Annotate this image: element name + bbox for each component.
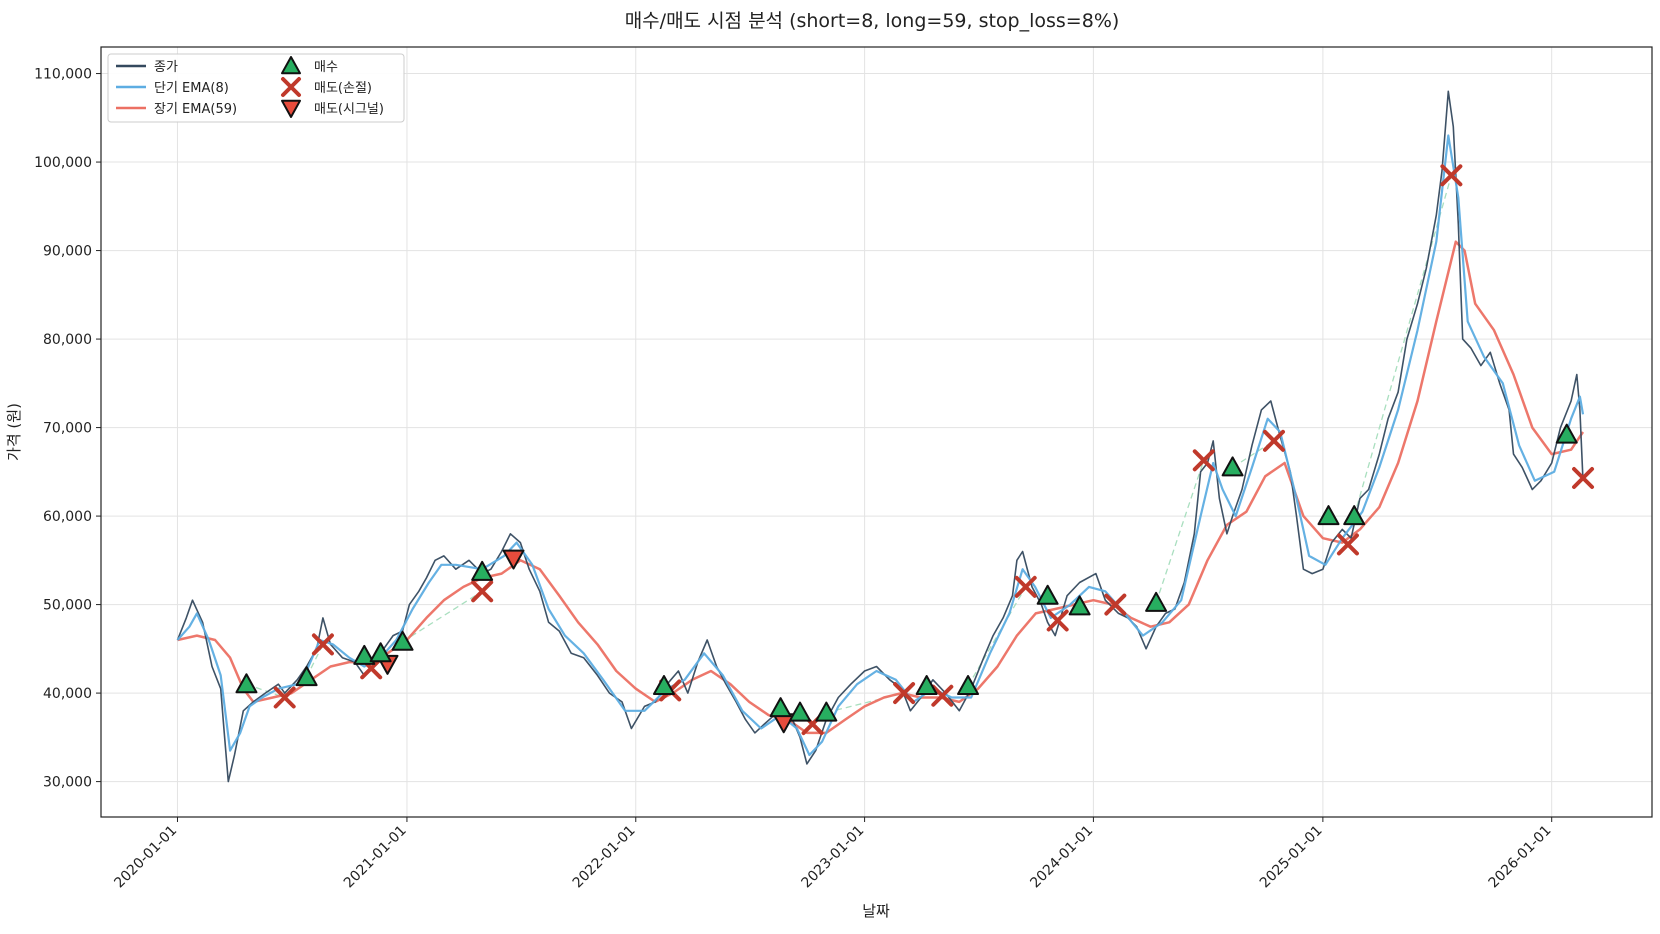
buy-marker xyxy=(1221,456,1244,477)
x-tick-label: 2024-01-01 xyxy=(1027,823,1096,892)
legend-label: 매도(손절) xyxy=(314,81,372,96)
buy-marker xyxy=(789,701,812,722)
plot-frame xyxy=(100,46,1653,818)
buy-marker xyxy=(1343,505,1366,526)
x-tick-label: 2023-01-01 xyxy=(799,823,868,892)
stop-loss-marker xyxy=(931,684,954,707)
buy-marker xyxy=(353,644,376,665)
legend-item: 종가 xyxy=(116,60,178,75)
buy-marker xyxy=(957,675,980,696)
stop-loss-marker xyxy=(1262,429,1285,452)
buy-marker xyxy=(471,560,494,581)
x-tick-label: 2020-01-01 xyxy=(111,823,180,892)
legend-swatch xyxy=(281,56,301,75)
y-tick-label: 30,000 xyxy=(43,775,92,791)
buy-marker xyxy=(1036,584,1059,605)
trade-link xyxy=(826,692,905,714)
y-tick-label: 60,000 xyxy=(43,509,92,525)
y-axis-label: 가격 (원) xyxy=(5,403,23,461)
legend-item: 매도(시그널) xyxy=(281,99,384,118)
buy-marker xyxy=(815,701,838,722)
legend-item: 단기 EMA(8) xyxy=(116,81,229,96)
buy-marker xyxy=(235,673,258,694)
chart-title: 매수/매도 시점 분석 (short=8, long=59, stop_loss… xyxy=(625,10,1120,32)
stop-loss-marker xyxy=(1104,593,1127,616)
legend-item: 매도(손절) xyxy=(281,77,372,97)
y-tick-label: 70,000 xyxy=(43,421,92,437)
buy-marker xyxy=(1317,505,1340,526)
legend-label: 장기 EMA(59) xyxy=(154,102,237,117)
y-tick-label: 100,000 xyxy=(34,155,92,171)
buy-marker xyxy=(915,675,938,696)
stop-loss-marker xyxy=(1336,533,1359,556)
legend-item: 매수 xyxy=(281,56,338,75)
stop-loss-marker xyxy=(471,580,494,603)
legend-label: 단기 EMA(8) xyxy=(154,81,229,96)
stop-loss-marker xyxy=(893,682,916,705)
legend-box xyxy=(107,53,405,123)
buy-marker xyxy=(1068,595,1091,616)
marker-layer xyxy=(235,164,1595,736)
legend-swatch xyxy=(281,77,301,97)
sell-signal-marker xyxy=(502,549,525,570)
y-tick-label: 40,000 xyxy=(43,686,92,702)
x-tick-label: 2025-01-01 xyxy=(1257,823,1326,892)
stop-loss-marker xyxy=(1440,164,1463,187)
stop-loss-marker xyxy=(1014,575,1037,598)
trade-link xyxy=(1155,460,1205,604)
y-tick-label: 110,000 xyxy=(34,67,92,83)
buy-marker xyxy=(391,630,414,651)
x-tick-label: 2021-01-01 xyxy=(341,823,410,892)
buy-marker xyxy=(369,642,392,663)
legend-label: 매도(시그널) xyxy=(314,102,384,117)
stop-loss-marker xyxy=(311,633,334,656)
legend-label: 매수 xyxy=(314,60,338,75)
legend-item: 장기 EMA(59) xyxy=(116,102,237,117)
buy-marker xyxy=(295,666,318,687)
y-tick-label: 50,000 xyxy=(43,598,92,614)
plot-background xyxy=(101,47,1652,817)
trade-link xyxy=(402,590,483,643)
stop-loss-marker xyxy=(1572,467,1595,490)
legend-swatch xyxy=(281,99,301,118)
stop-loss-marker xyxy=(1192,449,1215,472)
trade-link xyxy=(1353,175,1453,517)
buy-marker xyxy=(769,697,792,718)
buy-marker xyxy=(1145,591,1168,612)
y-tick-label: 80,000 xyxy=(43,332,92,348)
stop-loss-marker xyxy=(1046,609,1069,632)
legend-label: 종가 xyxy=(154,60,178,75)
x-tick-label: 2022-01-01 xyxy=(570,823,639,892)
trade-link xyxy=(967,586,1027,687)
stop-loss-marker xyxy=(273,686,296,709)
x-tick-label: 2026-01-01 xyxy=(1486,823,1555,892)
buy-marker xyxy=(1555,423,1578,444)
x-axis-label: 날짜 xyxy=(862,902,890,920)
y-tick-label: 90,000 xyxy=(43,244,92,260)
buy-marker xyxy=(652,675,675,696)
